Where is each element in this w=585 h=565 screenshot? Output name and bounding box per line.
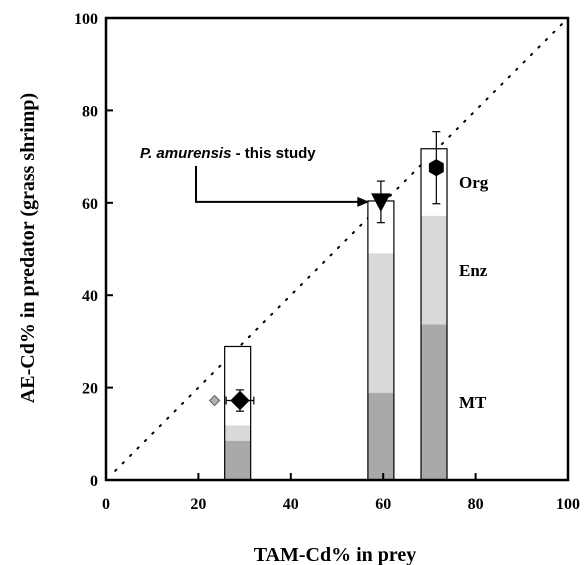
marker-triangle-down [371,193,391,212]
point-triangle-down [371,180,391,224]
point-diamond [225,389,255,412]
bar-1-enz [224,425,251,441]
bar-3-org [421,148,448,216]
annotation-arrow-line [195,166,360,203]
bar-1-org [224,346,251,426]
x-tick-label: 80 [468,496,484,513]
x-tick-label: 100 [556,496,580,513]
segment-label-enz: Enz [459,261,488,280]
axes: 0 20 40 60 80 100 0 20 40 60 80 100 [74,11,580,513]
annotation-rest: - this study [231,145,316,162]
segment-label-mt: MT [459,393,487,412]
annotation-label: P. amurensis - this study [140,145,316,162]
y-tick-label: 60 [82,196,98,213]
y-tick-label: 20 [82,381,98,398]
marker-hexagon [428,159,444,177]
point-hexagon [428,131,444,205]
plot-area: Org Enz MT P. amurensis - this study [114,17,569,481]
x-axis-title: TAM-Cd% in prey [254,544,417,565]
one-to-one-line [114,17,569,472]
x-tick-label: 40 [283,496,299,513]
y-tick-label: 40 [82,288,98,305]
point-diamond-small [208,394,221,407]
bar-3-enz [421,215,448,325]
y-tick-label: 80 [82,103,98,120]
plot-frame [104,16,570,482]
x-tick-label: 60 [375,496,391,513]
bar-3-mt [421,324,448,480]
annotation-arrowhead [357,196,370,207]
marker-diamond-small [208,394,221,407]
bar-2-enz [367,253,394,393]
bar-2-mt [367,392,394,480]
annotation-species: P. amurensis [140,145,231,162]
segment-label-org: Org [459,173,489,192]
marker-diamond [230,390,250,411]
x-tick-label: 20 [190,496,206,513]
y-tick-label: 100 [74,11,98,28]
x-tick-label: 0 [102,496,110,513]
y-axis-title: AE-Cd% in predator (grass shrimp) [17,93,39,403]
bar-1-mt [224,440,251,480]
y-tick-label: 0 [90,473,98,490]
